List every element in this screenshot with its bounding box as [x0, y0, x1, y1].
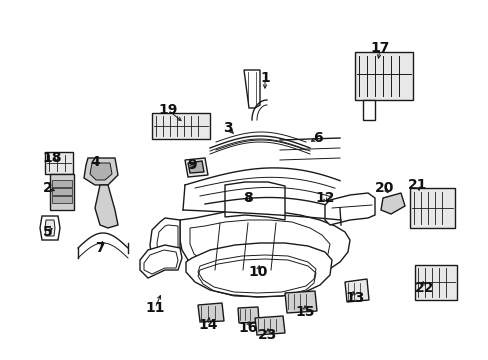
Polygon shape: [95, 185, 118, 228]
Polygon shape: [254, 316, 285, 335]
Text: 9: 9: [187, 158, 196, 172]
Polygon shape: [345, 279, 368, 302]
Polygon shape: [185, 243, 331, 297]
Polygon shape: [180, 210, 349, 280]
Polygon shape: [325, 193, 374, 225]
Polygon shape: [50, 174, 74, 210]
Text: 13: 13: [345, 291, 364, 305]
Polygon shape: [238, 307, 259, 323]
Text: 18: 18: [42, 151, 61, 165]
Text: 11: 11: [145, 301, 164, 315]
Polygon shape: [84, 158, 118, 185]
Polygon shape: [152, 113, 209, 139]
Text: 12: 12: [315, 191, 334, 205]
Polygon shape: [380, 193, 404, 214]
Polygon shape: [198, 303, 224, 322]
Polygon shape: [362, 100, 374, 120]
Polygon shape: [52, 188, 72, 195]
Text: 3: 3: [223, 121, 232, 135]
Polygon shape: [52, 196, 72, 203]
Text: 10: 10: [248, 265, 267, 279]
Polygon shape: [52, 180, 72, 187]
Text: 16: 16: [238, 321, 257, 335]
Text: 4: 4: [90, 155, 100, 169]
Polygon shape: [414, 265, 456, 300]
Text: 23: 23: [258, 328, 277, 342]
Polygon shape: [40, 216, 60, 240]
Polygon shape: [244, 70, 260, 108]
Polygon shape: [285, 291, 316, 313]
Text: 14: 14: [198, 318, 217, 332]
Text: 20: 20: [375, 181, 394, 195]
Polygon shape: [90, 163, 112, 180]
Polygon shape: [409, 188, 454, 228]
Text: 5: 5: [43, 225, 53, 239]
Polygon shape: [187, 161, 203, 173]
Text: 7: 7: [95, 241, 104, 255]
Polygon shape: [140, 245, 182, 278]
Text: 17: 17: [369, 41, 389, 55]
Polygon shape: [224, 182, 285, 220]
Text: 1: 1: [260, 71, 269, 85]
Text: 19: 19: [158, 103, 177, 117]
Text: 22: 22: [414, 281, 434, 295]
Polygon shape: [150, 218, 180, 268]
Text: 21: 21: [407, 178, 427, 192]
Text: 15: 15: [295, 305, 314, 319]
Text: 2: 2: [43, 181, 53, 195]
Polygon shape: [354, 52, 412, 100]
Polygon shape: [45, 152, 73, 174]
Polygon shape: [45, 220, 55, 236]
Polygon shape: [184, 158, 207, 177]
Text: 8: 8: [243, 191, 252, 205]
Text: 6: 6: [312, 131, 322, 145]
